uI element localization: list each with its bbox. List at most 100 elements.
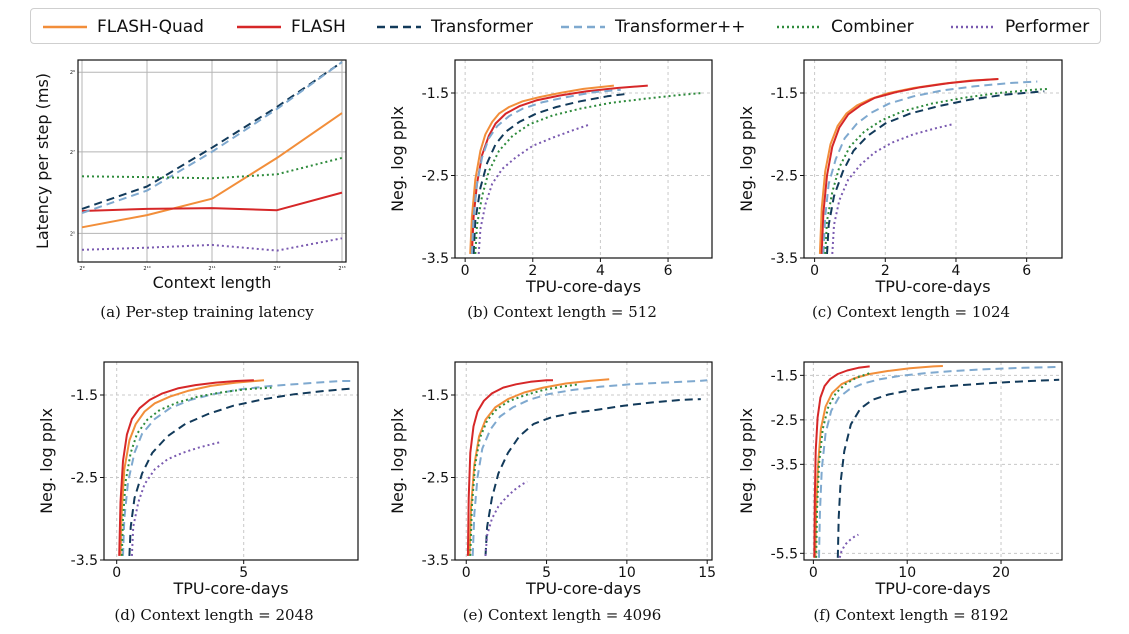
y-tick-label: -2.5 <box>771 413 798 429</box>
x-tick-label: 2 <box>528 263 537 279</box>
series-line-combiner <box>469 383 579 556</box>
series-line-transformer <box>472 92 628 254</box>
series-line-flash-quad <box>469 84 615 254</box>
plot-frame <box>803 361 1063 561</box>
x-axis-label: TPU-core-days <box>874 277 990 296</box>
legend-item-transformer: Transformer <box>377 9 533 45</box>
x-tick-label: 10 <box>898 565 916 581</box>
y-tick-label: -1.5 <box>771 86 798 102</box>
x-tick-label: 0 <box>112 565 121 581</box>
legend-swatch-combiner <box>777 25 821 29</box>
series-line-transformer <box>484 398 701 556</box>
caption-c: (c) Context length = 1024 <box>811 303 1011 321</box>
chart-panel-c: 0 2 4 6 -1.5 -2.5 -3.5 TPU-core-days Neg. log pp… <box>737 59 1063 296</box>
y-tick-label: -1.5 <box>771 368 798 384</box>
x-tick-label: 6 <box>1022 263 1031 279</box>
chart-panel-a: 2⁹ 2¹⁰ 2¹¹ 2¹² 2¹³ 2⁹ 2⁷ 2⁵ Context length Latenc… <box>33 59 347 292</box>
legend-label: Transformer <box>431 17 534 37</box>
x-tick-label: 15 <box>698 565 716 581</box>
series-line-flash <box>466 379 553 556</box>
legend-item-flash: FLASH <box>237 9 346 45</box>
legend-label: Transformer++ <box>615 17 746 37</box>
caption-a: (a) Per-step training latency <box>100 303 314 321</box>
plot-frame <box>77 59 347 263</box>
series-line-transformerpp <box>122 380 351 556</box>
x-tick-label: 20 <box>992 565 1010 581</box>
x-axis-label: Context length <box>153 273 272 292</box>
plot-frame <box>454 59 713 259</box>
series-line-performer <box>477 123 591 254</box>
x-tick-label: 5 <box>239 565 248 581</box>
series-line-performer <box>130 441 222 556</box>
legend-swatch-performer <box>951 25 995 29</box>
x-tick-label: 0 <box>809 565 818 581</box>
y-tick-label: -2.5 <box>71 471 98 487</box>
legend-label: Performer <box>1005 17 1090 37</box>
series-line-transformerpp <box>822 80 1038 254</box>
x-tick-label: 4 <box>952 263 961 279</box>
caption-f: (f) Context length = 8192 <box>813 606 1009 624</box>
x-tick-label: 0 <box>461 263 470 279</box>
x-tick-label: 0 <box>462 565 471 581</box>
y-tick-label: 2⁹ <box>70 70 75 76</box>
series-line-flash <box>813 365 870 558</box>
legend-item-flash-quad: FLASH-Quad <box>43 9 204 45</box>
series-line-flash-quad <box>818 78 999 254</box>
series-line-combiner <box>474 92 702 254</box>
y-tick-label: -3.5 <box>771 251 798 267</box>
series-line-flash <box>820 78 999 254</box>
x-axis-label: TPU-core-days <box>874 579 990 598</box>
y-tick-label: 2⁵ <box>70 231 75 237</box>
x-tick-label: 2¹² <box>273 266 280 272</box>
chart-panel-b: 0 2 4 6 -1.5 -2.5 -3.5 TPU-core-days Neg. log pp… <box>388 59 713 296</box>
caption-b: (b) Context length = 512 <box>467 303 657 321</box>
x-axis-label: TPU-core-days <box>525 277 641 296</box>
chart-panel-e: 0 5 10 15 -1.5 -2.5 -3.5 TPU-core-days Neg. log … <box>388 361 716 598</box>
legend-swatch-flash-quad <box>43 25 87 29</box>
y-axis-label: Neg. log pplx <box>388 408 407 514</box>
x-tick-label: 10 <box>618 565 636 581</box>
y-tick-label: -3.5 <box>771 457 798 473</box>
x-tick-label: 2¹⁰ <box>143 266 150 272</box>
series-line-flash <box>118 379 254 556</box>
y-axis-label: Neg. log pplx <box>737 106 756 212</box>
y-tick-label: -2.5 <box>422 471 449 487</box>
plot-frame <box>454 361 713 561</box>
series-line-transformerpp <box>81 61 343 214</box>
legend-item-transformer-plus-plus: Transformer++ <box>561 9 746 45</box>
legend-item-combiner: Combiner <box>777 9 914 45</box>
legend-swatch-flash <box>237 25 281 29</box>
series-line-combiner <box>824 87 1048 254</box>
y-tick-label: -3.5 <box>422 553 449 569</box>
series-line-performer <box>81 237 343 252</box>
y-tick-label: -1.5 <box>71 388 98 404</box>
y-tick-label: -1.5 <box>422 86 449 102</box>
series-line-transformerpp <box>470 88 621 254</box>
series-line-flash-quad <box>814 365 943 558</box>
x-tick-label: 2¹¹ <box>208 266 215 272</box>
series-line-combiner <box>81 156 343 180</box>
series-line-transformerpp <box>818 365 1060 558</box>
caption-e: (e) Context length = 4096 <box>462 606 662 624</box>
x-tick-label: 2¹³ <box>338 266 345 272</box>
series-line-transformer <box>81 61 343 210</box>
series-line-flash-quad <box>81 112 343 229</box>
y-tick-label: -2.5 <box>771 169 798 185</box>
y-axis-label: Neg. log pplx <box>388 106 407 212</box>
chart-panel-f: 0 10 20 -1.5 -2.5 -3.5 -5.5 TPU-core-days Neg. l… <box>737 361 1063 598</box>
y-tick-label: -5.5 <box>771 546 798 562</box>
y-tick-label: -1.5 <box>422 388 449 404</box>
y-axis-label: Latency per step (ms) <box>33 73 52 249</box>
legend-item-performer: Performer <box>951 9 1089 45</box>
series-line-transformerpp <box>471 379 708 556</box>
y-tick-label: -3.5 <box>71 553 98 569</box>
series-line-transformer <box>826 90 1045 254</box>
plot-frame <box>103 361 359 561</box>
series-line-transformer <box>128 387 353 556</box>
series-line-performer <box>831 123 953 254</box>
y-tick-label: -3.5 <box>422 251 449 267</box>
series-line-flash <box>470 84 648 254</box>
legend: FLASH-Quad FLASH Transformer Transformer… <box>30 8 1101 44</box>
series-line-performer <box>484 480 528 556</box>
